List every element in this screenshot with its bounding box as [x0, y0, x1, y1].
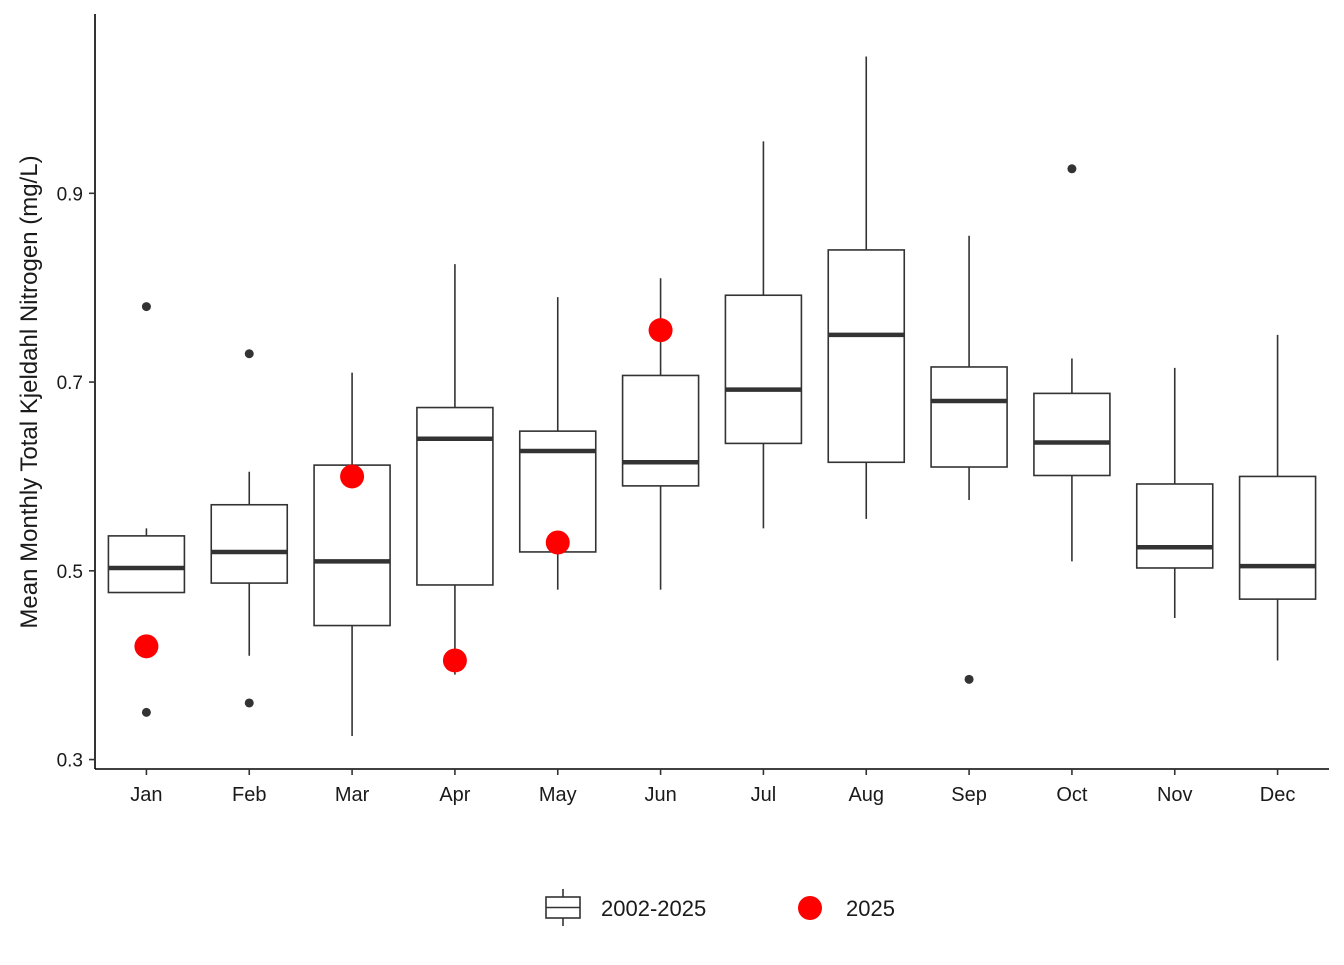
- box-jun: [621, 278, 700, 590]
- point-2025-jan: [134, 634, 159, 659]
- iqr-box: [724, 294, 803, 445]
- x-ticks-layer: Jan Feb Mar Apr May Jun Jul Aug Sep Oct Nov Dec: [130, 769, 1295, 806]
- y-ticks-layer: 0.3 0.5 0.7 0.9: [57, 184, 95, 772]
- outlier-point: [1067, 164, 1077, 174]
- box-nov: [1135, 367, 1214, 618]
- iqr-box: [210, 503, 289, 584]
- point-2025-apr: [442, 648, 467, 673]
- box-oct: [1033, 164, 1111, 562]
- y-axis-title: Mean Monthly Total Kjeldahl Nitrogen (mg…: [16, 155, 43, 628]
- box-feb: [210, 349, 289, 708]
- x-tick-label: May: [539, 784, 577, 806]
- box-sep: [930, 235, 1008, 684]
- iqr-box: [621, 374, 700, 487]
- legend: 2002-2025 2025: [545, 889, 895, 926]
- outlier-point: [964, 674, 974, 684]
- y-tick-label: 0.7: [57, 373, 83, 394]
- legend-key-box: [545, 889, 581, 926]
- outlier-point: [141, 707, 151, 717]
- legend-label-box: 2002-2025: [601, 896, 706, 921]
- box-dec: [1238, 334, 1317, 661]
- y-tick-label: 0.3: [57, 751, 83, 772]
- outlier-point: [244, 698, 254, 708]
- y-tick-label: 0.9: [57, 184, 83, 205]
- box-mar: [313, 372, 391, 736]
- outlier-point: [244, 349, 254, 359]
- box-jul: [724, 141, 803, 529]
- iqr-box: [1238, 475, 1317, 600]
- iqr-box: [107, 535, 186, 594]
- box-jan: [107, 302, 186, 717]
- iqr-box: [1135, 483, 1214, 569]
- boxes-layer: [107, 56, 1317, 736]
- legend-label-point: 2025: [846, 896, 895, 921]
- x-tick-label: Jun: [644, 784, 676, 806]
- legend-key-point: [798, 896, 822, 920]
- iqr-box: [313, 464, 391, 627]
- iqr-box: [1033, 392, 1111, 477]
- x-tick-label: Dec: [1260, 784, 1296, 806]
- x-tick-label: Sep: [951, 784, 987, 806]
- point-2025-may: [545, 530, 570, 555]
- x-tick-label: Apr: [439, 784, 470, 806]
- outlier-point: [141, 302, 151, 312]
- box-aug: [827, 56, 906, 519]
- x-tick-label: Mar: [335, 784, 370, 806]
- box-apr: [416, 264, 494, 675]
- x-tick-label: Aug: [848, 784, 884, 806]
- points-layer: [134, 318, 673, 673]
- iqr-box: [827, 249, 906, 464]
- x-tick-label: Jul: [751, 784, 777, 806]
- iqr-box: [416, 406, 494, 586]
- x-tick-label: Feb: [232, 784, 266, 806]
- x-tick-label: Nov: [1157, 784, 1193, 806]
- x-tick-label: Jan: [130, 784, 162, 806]
- x-tick-label: Oct: [1056, 784, 1088, 806]
- y-tick-label: 0.5: [57, 562, 83, 583]
- iqr-box: [930, 366, 1008, 468]
- point-2025-jun: [648, 318, 673, 343]
- point-2025-mar: [340, 464, 365, 489]
